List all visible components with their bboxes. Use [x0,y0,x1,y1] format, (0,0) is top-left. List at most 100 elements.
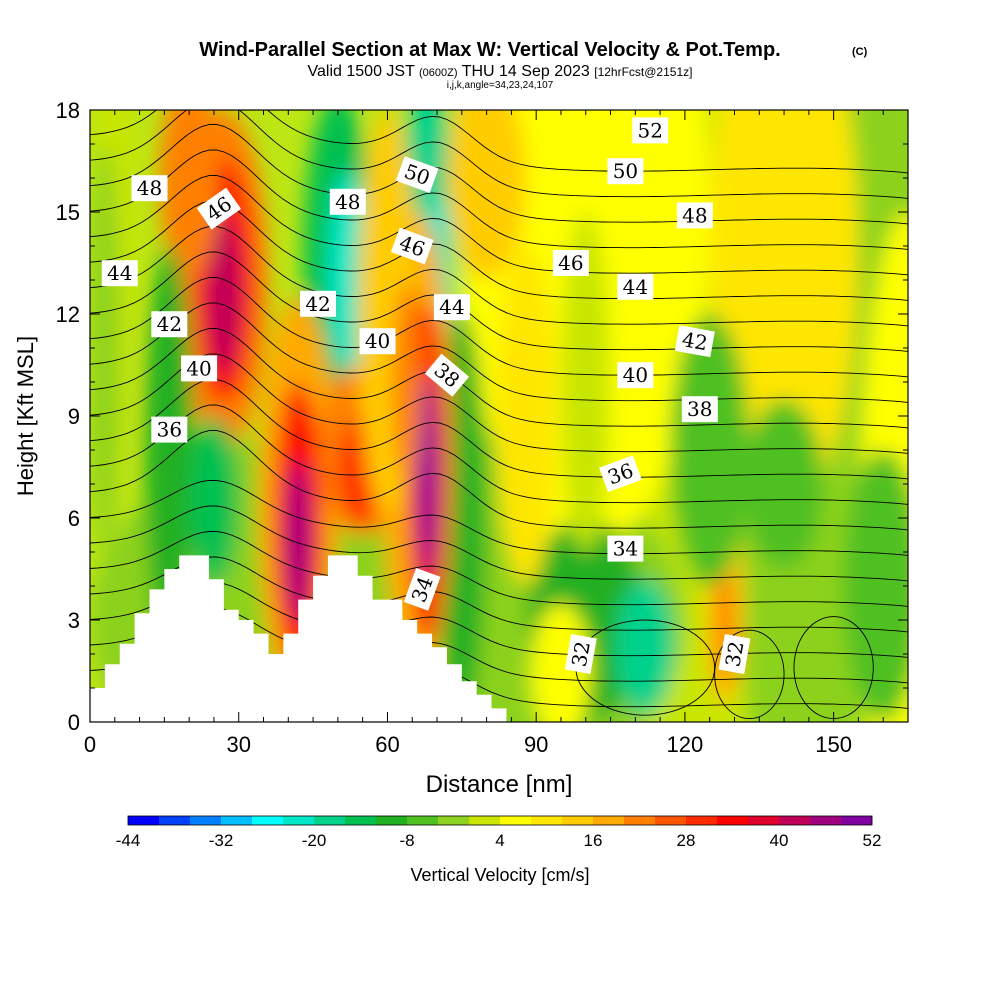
contour-label-bg [564,634,597,674]
velocity-blob [446,110,527,280]
y-tick-label: 0 [68,710,80,735]
colorbar-tick-label: -32 [209,831,234,850]
colorbar-swatch [500,816,532,825]
contour-label-40: 40 [181,355,218,382]
y-tick-label: 12 [56,302,80,327]
subtitle-valid: Valid 1500 JST [308,63,416,80]
contour-label-bg [151,416,188,443]
theta-contour [90,505,908,582]
contour-label-bg [181,355,218,382]
velocity-blob [496,246,557,586]
contour-label-text: 40 [623,363,648,387]
terrain-mask [90,555,908,722]
colorbar-tick-label: 16 [584,831,603,850]
contour-label-52: 52 [632,117,669,144]
contour-label-bg [403,568,441,611]
velocity-blob [285,460,311,624]
velocity-blob [327,171,368,376]
x-axis-label: Distance [nm] [426,771,573,798]
contour-label-48: 48 [131,175,168,202]
colorbar-swatch [283,816,315,825]
contour-label-bg [617,362,654,389]
contour-label-text: 44 [623,275,648,299]
velocity-field [90,110,908,722]
colorbar-swatch [686,816,718,825]
theta-contour [90,226,908,327]
terrain [90,555,908,722]
contour-label-50: 50 [607,158,644,185]
velocity-blob [159,110,219,280]
colorbar-swatch [655,816,687,825]
theta-contour [90,430,908,531]
colorbar-swatch [252,816,284,825]
colorbar-swatch [345,816,377,825]
contour-label-bg [359,328,396,355]
colorbar-swatch [376,816,408,825]
y-axis-label: Height [Kft MSL] [13,336,38,496]
colorbar-swatch [562,816,594,825]
theta-contour [90,124,908,225]
contour-label-text: 48 [335,190,360,214]
colorbar-swatch [314,816,346,825]
contour-label-bg [424,353,470,397]
theta-contour [90,531,908,607]
colorbar-tick-label: -44 [116,831,141,850]
theta-contour [90,277,908,378]
contour-label-bg [674,325,715,358]
velocity-blob [615,579,675,716]
velocity-blob [392,280,423,484]
contour-label-text: 52 [637,118,662,142]
theta-contour [90,149,908,250]
y-tick-label: 6 [68,506,80,531]
contour-label-bg [395,156,439,193]
title-mark: (C) [852,46,868,58]
theta-contour [90,175,908,276]
contour-label-text: 50 [613,159,638,183]
x-tick-label: 90 [524,732,548,757]
contour-label-bg [607,535,644,562]
contour-label-40: 40 [617,362,654,389]
colorbar-swatch [128,816,160,825]
contour-label-text: 42 [157,312,182,336]
colorbar: -44 -32 -20 -8 4 16 28 40 52 [116,815,881,850]
contour-label-text: 46 [558,251,583,275]
theta-contour [90,582,908,658]
colorbar-swatch [469,816,501,825]
contour-label-bg [300,290,337,317]
contour-label-40: 40 [359,328,396,355]
colorbar-swatch [159,816,191,825]
colorbar-tick-label: -20 [302,831,327,850]
contour-label-text: 40 [365,329,390,353]
y-tick-label: 18 [56,98,80,123]
contour-label-text: 48 [137,176,162,200]
subtitle-fcst: [12hrFcst@2151z] [594,65,692,79]
colorbar-swatch [841,816,873,825]
subtitle-date: THU 14 Sep 2023 [462,63,590,80]
contour-label-bg [617,273,654,300]
colorbar-label: Vertical Velocity [cm/s] [410,865,589,885]
x-axis: 0 30 60 90 120 150 [84,110,884,757]
grid-indices: i,j,k,angle=34,23,24,107 [447,80,554,91]
theta-contour-loop [714,629,785,720]
contour-label-42: 42 [300,290,337,317]
contour-label-42: 42 [151,311,188,338]
theta-contour [90,328,908,429]
y-tick-label: 9 [68,404,80,429]
contour-label-bg [390,227,434,265]
x-tick-label: 60 [375,732,399,757]
theta-contour [90,110,908,174]
colorbar-swatch [779,816,811,825]
velocity-blob [417,375,438,580]
contour-label-bg [632,117,669,144]
velocity-blob [189,416,239,586]
colorbar-swatch [190,816,222,825]
x-tick-label: 150 [815,732,852,757]
theta-contour [90,251,908,352]
contour-label-text: 40 [186,356,211,380]
colorbar-swatch [748,816,780,825]
contour-label-bg [151,311,188,338]
theta-contour [90,379,908,480]
contour-label-44: 44 [433,294,470,321]
